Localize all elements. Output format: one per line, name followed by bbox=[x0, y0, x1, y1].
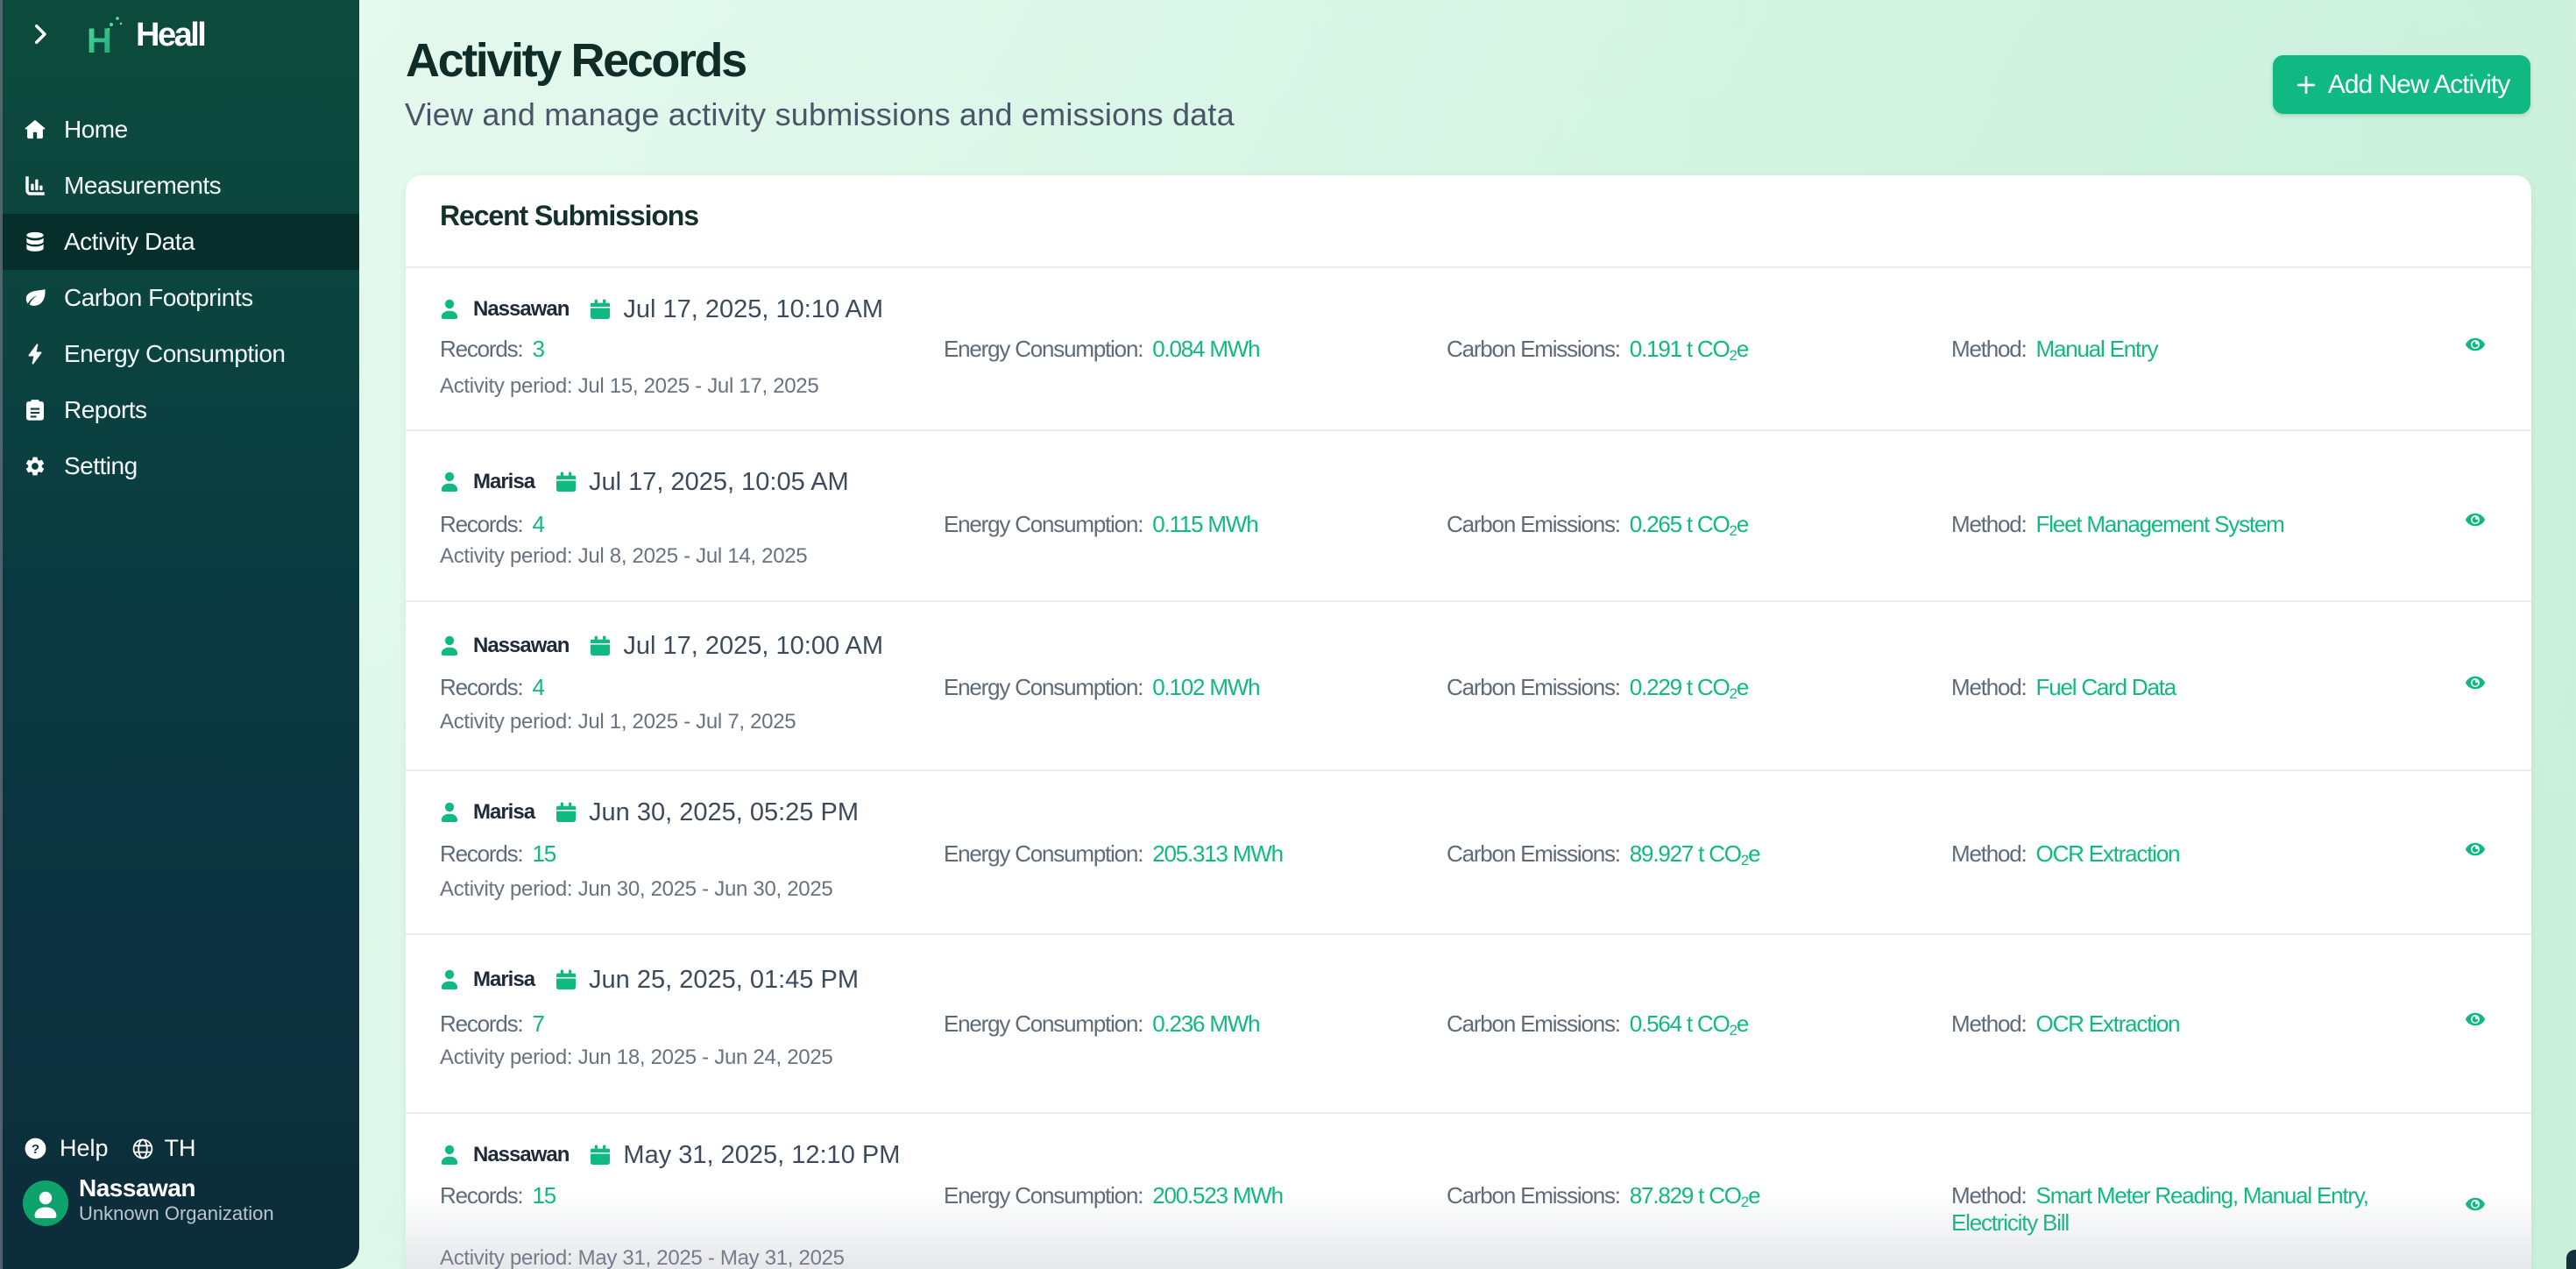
svg-text:?: ? bbox=[32, 1142, 39, 1157]
svg-text:H: H bbox=[87, 22, 112, 60]
